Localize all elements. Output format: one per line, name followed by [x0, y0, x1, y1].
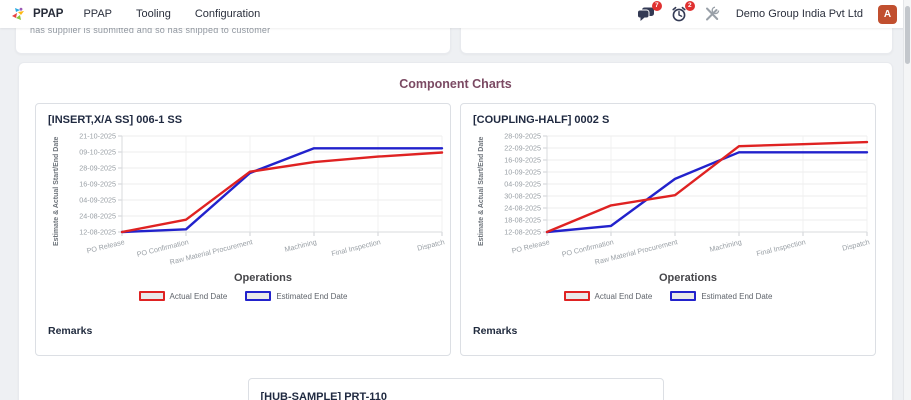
chart-card-coupling: [COUPLING-HALF] 0002 S 12-08-2025 18-08-2…	[460, 103, 876, 356]
component-charts-card: Component Charts [INSERT,X/A SS] 006-1 S…	[18, 62, 893, 400]
svg-text:28-09-2025: 28-09-2025	[79, 163, 116, 172]
nav-item-configuration[interactable]: Configuration	[194, 8, 261, 20]
svg-text:21-10-2025: 21-10-2025	[79, 131, 116, 140]
chart-legend: Actual End Date Estimated End Date	[473, 291, 863, 301]
svg-text:Dispatch: Dispatch	[841, 237, 870, 252]
nav-item-tooling[interactable]: Tooling	[136, 8, 171, 20]
vertical-scrollbar-track[interactable]	[903, 0, 911, 400]
clock-icon	[672, 6, 686, 22]
svg-text:Machining: Machining	[284, 237, 318, 254]
svg-text:22-09-2025: 22-09-2025	[504, 143, 541, 152]
svg-text:12-08-2025: 12-08-2025	[504, 227, 541, 236]
svg-text:12-08-2025: 12-08-2025	[79, 227, 116, 236]
svg-text:24-08-2025: 24-08-2025	[79, 211, 116, 220]
section-title: Component Charts	[399, 77, 512, 91]
chart-title: [INSERT,X/A SS] 006-1 SS	[48, 114, 183, 126]
svg-text:Machining: Machining	[709, 237, 743, 254]
line-chart-coupling: 12-08-2025 18-08-2025 24-08-2025 30-08-2025…	[478, 131, 870, 266]
svg-text:Final Inspection: Final Inspection	[755, 237, 806, 258]
messages-badge: 7	[651, 0, 662, 11]
svg-text:Estimate & Actual Start/End Da: Estimate & Actual Start/End Date	[478, 136, 485, 246]
charts-row: [INSERT,X/A SS] 006-1 SS 12-08-2025 24-08…	[35, 103, 876, 356]
company-name: Demo Group India Pvt Ltd	[735, 8, 863, 20]
alarms-badge: 2	[684, 0, 695, 11]
chart-title: [COUPLING-HALF] 0002 S	[473, 114, 610, 126]
chart-card-insert: [INSERT,X/A SS] 006-1 SS 12-08-2025 24-08…	[35, 103, 451, 356]
x-axis-title: Operations	[233, 272, 293, 284]
legend-swatch-actual	[138, 291, 165, 301]
navbar-right: 7 2 Demo Group India Pvt Ltd A	[636, 0, 897, 24]
brand-label: PPAP	[33, 8, 64, 20]
chart-card-hub-sample: [HUB-SAMPLE] PRT-110	[247, 378, 664, 400]
svg-text:30-08-2025: 30-08-2025	[504, 191, 541, 200]
x-axis-title: Operations	[658, 272, 718, 284]
bottom-row: [HUB-SAMPLE] PRT-110	[35, 378, 876, 400]
remarks-label: Remarks	[473, 325, 518, 337]
legend-item-actual[interactable]: Actual End Date	[563, 291, 653, 301]
legend-item-estimated[interactable]: Estimated End Date	[245, 291, 347, 301]
svg-text:28-09-2025: 28-09-2025	[504, 131, 541, 140]
remarks-label: Remarks	[48, 325, 93, 337]
tools-button[interactable]	[703, 6, 721, 23]
top-navbar: PPAP PPAP Tooling Configuration 7 2	[0, 0, 911, 28]
vertical-scrollbar-thumb[interactable]	[905, 6, 910, 64]
chart-legend: Actual End Date Estimated End Date	[48, 291, 438, 301]
nav-item-ppap[interactable]: PPAP	[83, 8, 112, 20]
clipped-note-text: has supplier is submitted and so has shi…	[30, 25, 271, 35]
svg-text:24-08-2025: 24-08-2025	[504, 203, 541, 212]
chart-title: [HUB-SAMPLE] PRT-110	[260, 391, 388, 400]
legend-label: Estimated End Date	[701, 291, 773, 301]
svg-text:PO Release: PO Release	[511, 237, 551, 255]
svg-text:Dispatch: Dispatch	[416, 237, 445, 252]
legend-swatch-estimated	[670, 291, 697, 301]
legend-item-estimated[interactable]: Estimated End Date	[670, 291, 772, 301]
legend-item-actual[interactable]: Actual End Date	[138, 291, 228, 301]
legend-swatch-estimated	[245, 291, 272, 301]
svg-text:Final Inspection: Final Inspection	[330, 237, 381, 258]
app-logo-icon	[12, 7, 24, 20]
chat-bubbles-icon	[636, 7, 654, 21]
legend-swatch-actual	[563, 291, 590, 301]
svg-text:PO Release: PO Release	[86, 237, 126, 255]
svg-text:18-08-2025: 18-08-2025	[504, 215, 541, 224]
svg-text:16-09-2025: 16-09-2025	[79, 179, 116, 188]
nav-brand[interactable]: PPAP	[10, 6, 63, 22]
line-chart-insert: 12-08-2025 24-08-2025 04-09-2025 16-09-2025…	[53, 131, 445, 266]
legend-label: Actual End Date	[169, 291, 228, 301]
user-avatar[interactable]: A	[878, 4, 897, 24]
legend-label: Actual End Date	[594, 291, 653, 301]
wrench-screwdriver-icon	[705, 6, 720, 21]
svg-text:10-09-2025: 10-09-2025	[504, 167, 541, 176]
svg-text:04-09-2025: 04-09-2025	[79, 195, 116, 204]
svg-text:Estimate & Actual Start/End Da: Estimate & Actual Start/End Date	[53, 136, 60, 246]
svg-text:04-09-2025: 04-09-2025	[504, 179, 541, 188]
messages-button[interactable]: 7	[636, 0, 662, 23]
svg-text:16-09-2025: 16-09-2025	[504, 155, 541, 164]
legend-label: Estimated End Date	[276, 291, 348, 301]
alarms-button[interactable]: 2	[670, 0, 695, 23]
svg-text:09-10-2025: 09-10-2025	[79, 147, 116, 156]
